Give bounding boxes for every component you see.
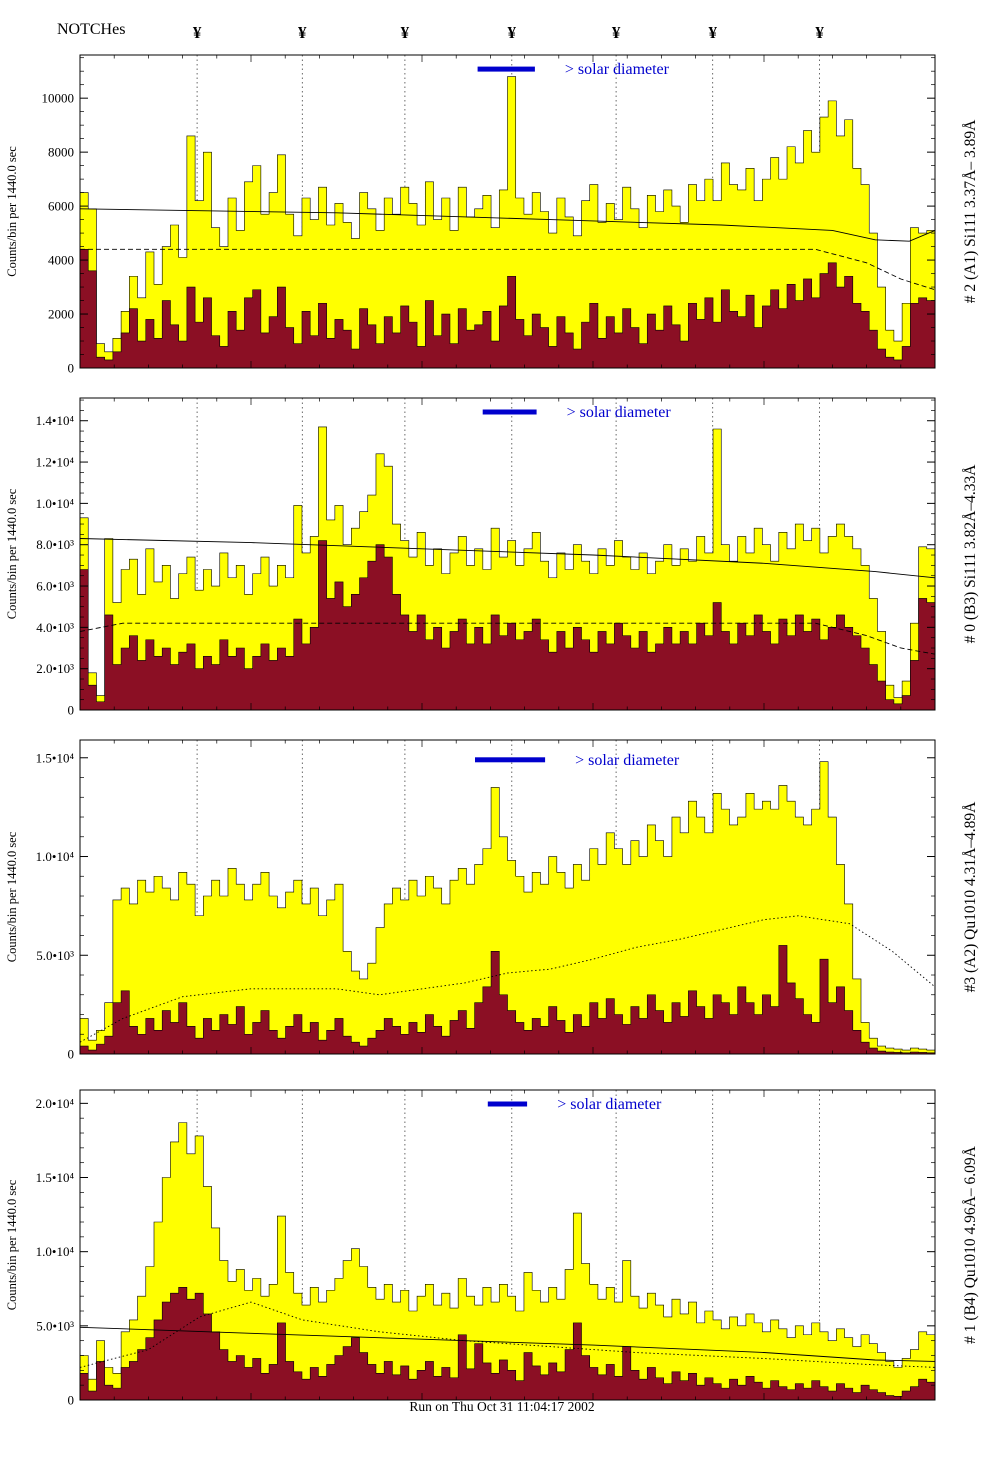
notches-header: NOTCHes: [57, 21, 126, 38]
y-tick-label: 0: [68, 1047, 75, 1062]
run-timestamp: Run on Thu Oct 31 11:04:17 2002: [409, 1399, 595, 1414]
panel-2-frame: [79, 397, 936, 711]
solar-diameter-bar: [487, 1101, 528, 1107]
panel-1-ylabel: Counts/bin per 1440.0 sec: [5, 146, 19, 277]
y-tick-label: 10000: [42, 91, 75, 106]
panel-1: 0 2000 4000 6000 8000 10000 > solar diameter: [42, 54, 936, 376]
notch-symbol: ¥: [815, 23, 824, 42]
notch-symbol: ¥: [193, 23, 202, 42]
panel-1-solid-line: [79, 208, 936, 242]
panel-4-dotted-line: [79, 1301, 936, 1368]
panel-2-right-label: # 0 (B3) Si111 3.82Å–4.33Å: [962, 464, 979, 644]
panel-3-background-series: [79, 945, 936, 1055]
panel-4-frame: [79, 1089, 936, 1401]
y-tick-label: 1.5•10⁴: [36, 1170, 75, 1185]
notch-symbol: ¥: [401, 23, 410, 42]
y-tick-label: 4.0•10³: [36, 620, 74, 635]
y-tick-label: 6.0•10³: [36, 579, 74, 594]
solar-diameter-label: > solar diameter: [567, 404, 672, 421]
panel-2-solid-line: [79, 538, 936, 579]
y-tick-label: 2.0•10⁴: [36, 1096, 75, 1111]
solar-diameter-bar: [482, 409, 537, 415]
y-tick-label: 0: [68, 703, 75, 718]
notch-symbol: ¥: [708, 23, 717, 42]
panel-2-ylabel: Counts/bin per 1440.0 sec: [5, 488, 19, 619]
y-tick-label: 5.0•10³: [36, 948, 74, 963]
panel-3-right-label: #3 (A2) Qu1010 4.31Å–4.89Å: [962, 801, 979, 993]
y-tick-label: 1.0•10⁴: [36, 496, 75, 511]
panel-4-total-series: [79, 1122, 936, 1401]
y-tick-label: 1.5•10⁴: [36, 750, 75, 765]
panel-4-background-series: [79, 1286, 936, 1401]
y-tick-label: 2.0•10³: [36, 661, 74, 676]
panel-3-frame: [79, 739, 936, 1055]
y-tick-label: 4000: [48, 253, 74, 268]
y-tick-label: 8.0•10³: [36, 537, 74, 552]
y-tick-label: 6000: [48, 199, 74, 214]
panel-4: 0 5.0•10³ 1.0•10⁴ 1.5•10⁴ 2.0•10⁴ > solar dia…: [36, 1089, 936, 1408]
notch-symbol: ¥: [298, 23, 307, 42]
solar-diameter-label: > solar diameter: [557, 1096, 662, 1113]
panel-4-ylabel: Counts/bin per 1440.0 sec: [5, 1179, 19, 1310]
notch-symbol: ¥: [612, 23, 621, 42]
y-tick-label: 0: [68, 1393, 75, 1408]
y-tick-label: 2000: [48, 307, 74, 322]
solar-diameter-label: > solar diameter: [565, 61, 670, 78]
solar-diameter-label: > solar diameter: [575, 752, 680, 769]
panel-3: 0 5.0•10³ 1.0•10⁴ 1.5•10⁴ > solar diameter: [36, 739, 936, 1062]
y-tick-label: 0: [68, 361, 75, 376]
notch-symbol: ¥: [508, 23, 517, 42]
panel-3-total-series: [79, 761, 936, 1055]
panel-2: 0 2.0•10³ 4.0•10³ 6.0•10³ 8.0•10³ 1.0•10⁴ 1.2•…: [36, 397, 936, 718]
panel-3-ylabel: Counts/bin per 1440.0 sec: [5, 831, 19, 962]
panel-3-dotted-line: [79, 915, 936, 1043]
solar-diameter-bar: [477, 66, 535, 72]
y-tick-label: 1.0•10⁴: [36, 849, 75, 864]
panel-1-frame: [79, 54, 936, 369]
solar-diameter-bar: [475, 757, 546, 763]
panel-1-background-series: [79, 248, 936, 369]
y-tick-label: 1.0•10⁴: [36, 1244, 75, 1259]
y-tick-label: 1.2•10⁴: [36, 455, 75, 470]
panel-2-dashed-line: [79, 622, 936, 655]
panel-1-dashed-line: [80, 248, 936, 291]
y-tick-label: 8000: [48, 145, 74, 160]
panel-4-solid-line: [79, 1326, 936, 1362]
panel-4-right-label: # 1 (B4) Qu1010 4.96Å– 6.09Å: [962, 1145, 979, 1343]
panel-1-right-label: # 2 (A1) Si111 3.37Å– 3.89Å: [962, 119, 979, 303]
y-tick-label: 1.4•10⁴: [36, 413, 75, 428]
y-tick-label: 5.0•10³: [36, 1318, 74, 1333]
